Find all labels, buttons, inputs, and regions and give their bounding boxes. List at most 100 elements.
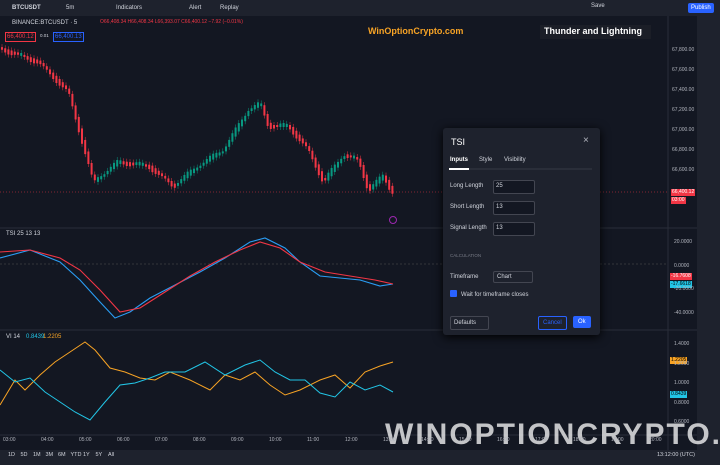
cancel-button[interactable]: Cancel bbox=[538, 316, 567, 330]
indicators-button[interactable]: Indicators bbox=[116, 5, 143, 11]
candle-body bbox=[285, 123, 288, 127]
candle-body bbox=[247, 110, 250, 117]
candle-body bbox=[145, 164, 147, 167]
candle-body bbox=[116, 160, 119, 167]
time-tick: 04:00 bbox=[41, 437, 54, 443]
vi-label: VI 14 bbox=[6, 334, 21, 340]
last-price: 66,400.12 bbox=[671, 189, 696, 196]
range-button[interactable]: 1M bbox=[33, 452, 41, 458]
dialog-tab[interactable]: Visibility bbox=[504, 157, 526, 163]
candle-body bbox=[74, 105, 77, 120]
dialog-title: TSI bbox=[451, 137, 466, 147]
candle-body bbox=[273, 125, 275, 129]
time-tick: 15:00 bbox=[459, 437, 472, 443]
candle-body bbox=[106, 170, 109, 175]
input-box[interactable] bbox=[493, 180, 535, 194]
candle-body bbox=[333, 164, 336, 172]
buy-price[interactable]: 66,400.13 bbox=[53, 32, 84, 42]
range-button[interactable]: 1D bbox=[8, 452, 16, 458]
interval[interactable]: 5m bbox=[66, 5, 75, 11]
candle-body bbox=[113, 162, 115, 170]
candle-body bbox=[135, 162, 138, 165]
ok-button[interactable]: Ok bbox=[573, 316, 591, 328]
vi-plus: 0.8439 bbox=[26, 334, 45, 340]
time-tick: 18:00 bbox=[573, 437, 586, 443]
candle-body bbox=[209, 155, 211, 162]
alert-button[interactable]: Alert bbox=[189, 5, 202, 11]
candle-body bbox=[385, 175, 387, 183]
candle-body bbox=[324, 178, 327, 181]
range-button[interactable]: 5D bbox=[20, 452, 28, 458]
dialog-tab[interactable]: Inputs bbox=[450, 157, 468, 163]
time-tick: 14:00 bbox=[421, 437, 434, 443]
tsi-signal: -17.6618 bbox=[670, 281, 692, 288]
candle-body bbox=[327, 172, 330, 181]
input-value[interactable]: 13 bbox=[496, 204, 503, 210]
countdown: 03:00 bbox=[671, 197, 686, 204]
candle-body bbox=[225, 146, 227, 152]
clock: 13:12:00 (UTC) bbox=[657, 452, 695, 458]
input-box[interactable] bbox=[493, 222, 535, 236]
candle-body bbox=[58, 79, 61, 86]
candle-body bbox=[164, 175, 167, 179]
candle-body bbox=[20, 52, 23, 56]
publish-button[interactable]: Publish bbox=[688, 3, 714, 13]
input-value[interactable]: 13 bbox=[496, 225, 503, 231]
candle-body bbox=[212, 153, 215, 160]
price-tick: 66,800.00 bbox=[672, 147, 695, 153]
range-button[interactable]: 6M bbox=[58, 452, 66, 458]
candle-body bbox=[282, 123, 285, 127]
candle-body bbox=[65, 85, 67, 90]
input-value[interactable]: 25 bbox=[496, 183, 503, 189]
candle-body bbox=[269, 122, 272, 129]
price-tick: 67,000.00 bbox=[672, 127, 695, 133]
dialog-tab[interactable]: Style bbox=[479, 157, 493, 163]
time-tick: 03:00 bbox=[3, 437, 16, 443]
tsi-label: TSI 25 13 13 bbox=[6, 231, 41, 237]
candle-body bbox=[122, 161, 125, 165]
candle-body bbox=[250, 108, 253, 111]
candle-body bbox=[68, 88, 71, 94]
candle-body bbox=[167, 178, 170, 183]
wait-checkbox[interactable]: Wait for timeframe closes bbox=[461, 292, 529, 298]
candle-body bbox=[7, 49, 10, 55]
candle-body bbox=[215, 152, 218, 158]
candle-body bbox=[330, 167, 333, 177]
section-label: CALCULATION bbox=[450, 253, 482, 258]
range-button[interactable]: 5Y bbox=[95, 452, 103, 458]
candle-body bbox=[301, 138, 304, 144]
sell-price[interactable]: 66,400.12 bbox=[5, 32, 36, 42]
time-tick: 07:00 bbox=[155, 437, 168, 443]
candle-body bbox=[151, 165, 154, 173]
watermark-tag: Thunder and Lightning bbox=[544, 26, 642, 36]
time-tick: 13:00 bbox=[383, 437, 396, 443]
range-button[interactable]: 1Y bbox=[83, 452, 90, 458]
candle-body bbox=[372, 184, 375, 190]
candle-body bbox=[221, 151, 224, 154]
range-button[interactable]: 3M bbox=[45, 452, 54, 458]
range-button[interactable]: YTD bbox=[70, 452, 82, 458]
candle-body bbox=[314, 157, 317, 168]
vi-plus-tag: 0.8439 bbox=[670, 391, 688, 398]
timeframe-select[interactable]: Chart bbox=[493, 271, 533, 283]
candle-body bbox=[263, 105, 266, 116]
save-button[interactable]: Save bbox=[591, 3, 605, 9]
candle-body bbox=[42, 63, 45, 67]
replay-button[interactable]: Replay bbox=[220, 5, 239, 11]
candle-body bbox=[52, 72, 55, 80]
candle-body bbox=[141, 162, 144, 166]
time-tick: 10:00 bbox=[269, 437, 282, 443]
tsi-tick: -40.0000 bbox=[674, 309, 694, 316]
input-box[interactable] bbox=[493, 201, 535, 215]
candle-body bbox=[29, 57, 32, 63]
candle-body bbox=[189, 169, 192, 176]
close-button[interactable]: × bbox=[583, 135, 589, 146]
candle-body bbox=[378, 176, 381, 184]
candle-body bbox=[23, 54, 26, 57]
spread: 0.01 bbox=[40, 33, 49, 38]
input-label: Short Length bbox=[450, 204, 485, 210]
defaults-button[interactable]: Defaults bbox=[450, 316, 490, 330]
range-button[interactable]: All bbox=[108, 452, 115, 458]
symbol[interactable]: BTCUSDT bbox=[12, 5, 41, 11]
checkbox[interactable] bbox=[450, 290, 457, 297]
